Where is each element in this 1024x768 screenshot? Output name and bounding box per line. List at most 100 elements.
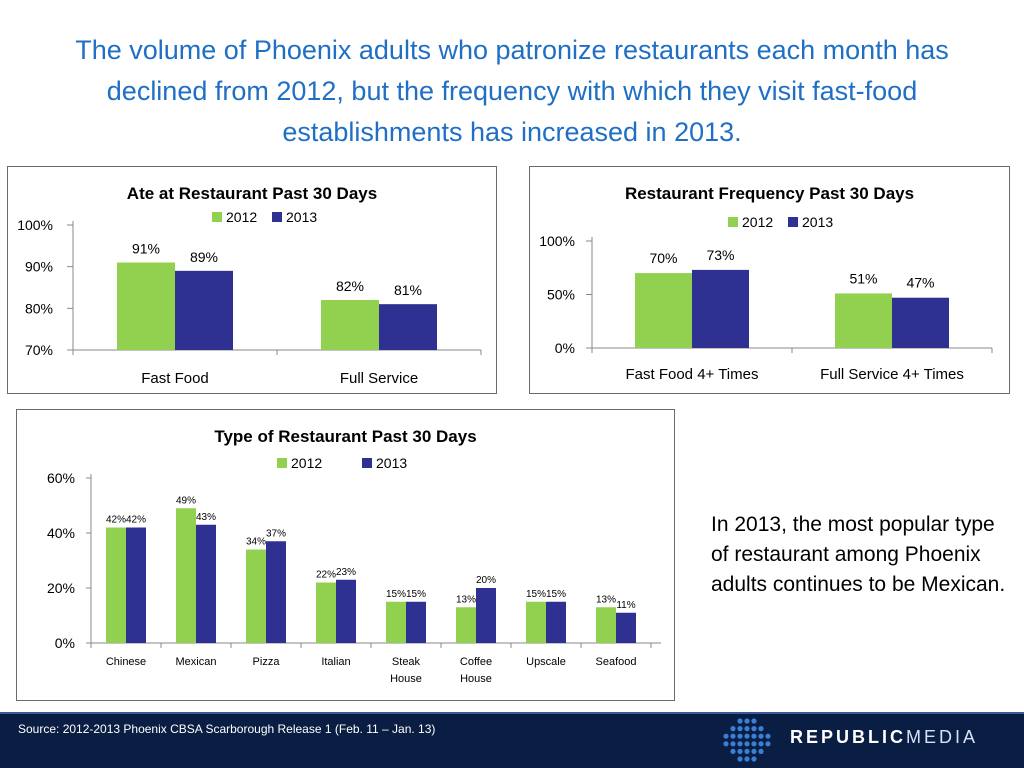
bar-2013 <box>476 588 496 643</box>
bar-2012 <box>246 549 266 643</box>
side-note: In 2013, the most popular type of restau… <box>711 513 1006 596</box>
legend-label-2012: 2012 <box>742 214 773 230</box>
logo-dot <box>765 733 771 739</box>
bar-2013 <box>892 297 949 348</box>
bar-2013 <box>692 269 749 348</box>
bar-2012 <box>526 601 546 643</box>
footer-bar <box>0 712 1024 768</box>
data-label-2012: 82% <box>336 278 364 294</box>
logo-dot <box>758 726 764 732</box>
logo-dot <box>744 756 750 762</box>
data-label-2013: 81% <box>394 282 422 298</box>
x-category-label: Coffee <box>460 656 492 668</box>
logo-dot <box>744 718 750 724</box>
logo-dot <box>737 756 743 762</box>
x-category-label: Steak <box>392 656 421 668</box>
data-label-2012: 13% <box>596 594 616 605</box>
x-category-label: Fast Food <box>141 370 209 387</box>
chart-title: Type of Restaurant Past 30 Days <box>214 427 476 446</box>
bar-2013 <box>379 304 437 350</box>
bar-2012 <box>386 601 406 643</box>
data-label-2012: 70% <box>649 250 677 266</box>
x-category-label: Italian <box>321 656 350 668</box>
data-label-2013: 42% <box>126 515 146 526</box>
data-label-2013: 73% <box>706 247 734 263</box>
y-tick-label: 40% <box>47 525 75 541</box>
logo-dot <box>723 741 729 747</box>
logo-dot <box>744 748 750 754</box>
x-category-label: Seafood <box>596 656 637 668</box>
chart3-svg: Type of Restaurant Past 30 Days 2012 2013 0… <box>47 427 661 685</box>
data-label-2013: 20% <box>476 575 496 586</box>
y-tick-label: 100% <box>17 217 53 233</box>
x-category-label: House <box>460 673 492 685</box>
y-tick-label: 0% <box>555 340 575 356</box>
data-label-2013: 37% <box>266 528 286 539</box>
y-tick-label: 90% <box>25 259 53 275</box>
legend-swatch-2012 <box>212 212 222 222</box>
chart-ate-at-restaurant: Ate at Restaurant Past 30 Days 2012 2013 70… <box>7 166 497 394</box>
bar-2012 <box>316 582 336 643</box>
legend-label-2013: 2013 <box>376 455 407 471</box>
legend-label-2012: 2012 <box>226 209 257 225</box>
bar-2013 <box>196 524 216 643</box>
bar-2013 <box>406 601 426 643</box>
logo-dot <box>751 748 757 754</box>
data-label-2012: 51% <box>849 270 877 286</box>
data-label-2012: 49% <box>176 495 196 506</box>
legend-swatch-2012 <box>728 217 738 227</box>
logo-dot <box>758 748 764 754</box>
legend-swatch-2012 <box>277 458 287 468</box>
legend-swatch-2013 <box>788 217 798 227</box>
bar-2012 <box>321 300 379 350</box>
logo-dot <box>744 726 750 732</box>
data-label-2012: 13% <box>456 594 476 605</box>
data-label-2012: 15% <box>386 589 406 600</box>
bar-2012 <box>835 293 892 348</box>
chart-type-of-restaurant: Type of Restaurant Past 30 Days 2012 2013 0… <box>16 409 675 701</box>
data-label-2013: 43% <box>196 512 216 523</box>
y-tick-label: 50% <box>547 287 575 303</box>
x-category-label: Upscale <box>526 656 566 668</box>
logo-dot <box>751 756 757 762</box>
bar-2013 <box>126 527 146 643</box>
data-label-2012: 34% <box>246 537 266 548</box>
logo-dot <box>751 726 757 732</box>
logo-light-text: MEDIA <box>906 727 979 747</box>
data-label-2012: 42% <box>106 515 126 526</box>
logo-dot <box>723 733 729 739</box>
logo-dot <box>737 741 743 747</box>
logo-dot <box>751 741 757 747</box>
data-label-2013: 15% <box>546 589 566 600</box>
chart-title: Restaurant Frequency Past 30 Days <box>625 184 914 203</box>
logo-dot <box>730 733 736 739</box>
data-label-2013: 47% <box>906 275 934 291</box>
y-tick-label: 70% <box>25 342 53 358</box>
logo-dot <box>758 741 764 747</box>
chart-restaurant-frequency: Restaurant Frequency Past 30 Days 2012 201… <box>529 166 1010 394</box>
y-tick-label: 60% <box>47 470 75 486</box>
logo-dot <box>730 726 736 732</box>
data-label-2013: 89% <box>190 249 218 265</box>
bar-2013 <box>266 541 286 643</box>
logo-dots-icon <box>723 718 771 762</box>
bar-2013 <box>175 270 233 350</box>
data-label-2013: 11% <box>616 600 635 611</box>
data-label-2013: 15% <box>406 589 426 600</box>
data-label-2012: 15% <box>526 589 546 600</box>
chart-legend: 2012 2013 <box>728 214 833 230</box>
legend-label-2013: 2013 <box>802 214 833 230</box>
y-tick-label: 80% <box>25 300 53 316</box>
bar-2012 <box>117 262 175 350</box>
chart-legend: 2012 2013 <box>212 209 317 225</box>
logo-dot <box>737 726 743 732</box>
logo-dot <box>737 733 743 739</box>
logo-dot <box>730 748 736 754</box>
data-label-2012: 22% <box>316 570 336 581</box>
legend-label-2013: 2013 <box>286 209 317 225</box>
logo-dot <box>751 718 757 724</box>
logo-dot <box>730 741 736 747</box>
legend-swatch-2013 <box>272 212 282 222</box>
bar-2012 <box>106 527 126 643</box>
logo-dot <box>744 733 750 739</box>
